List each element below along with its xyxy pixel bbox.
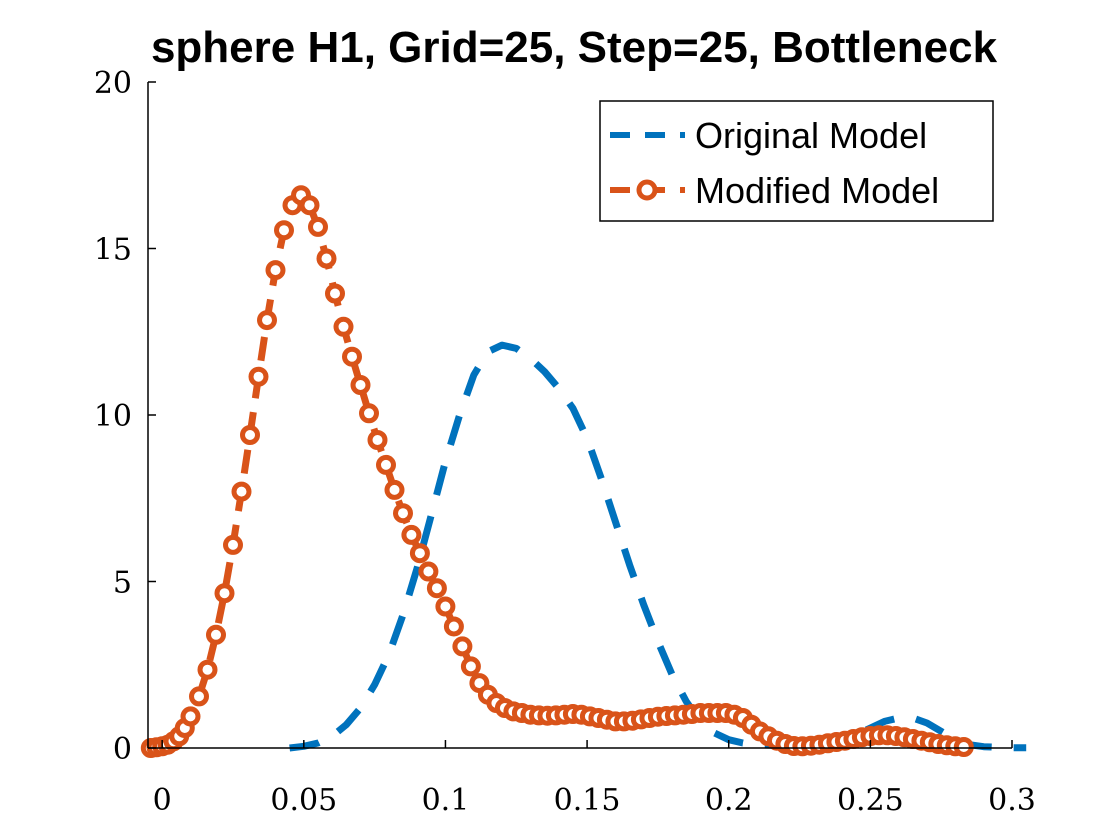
data-point-modified-model	[197, 659, 218, 680]
plot-area	[140, 185, 1027, 758]
data-point-modified-model	[435, 596, 456, 617]
data-point-modified-model	[240, 425, 260, 445]
x-tick-label: 0.2	[705, 783, 753, 818]
data-point-modified-model	[223, 534, 243, 555]
data-point-modified-model	[359, 403, 379, 424]
data-point-modified-model	[452, 636, 473, 657]
data-point-modified-model	[325, 283, 345, 304]
data-point-modified-model	[316, 248, 337, 269]
data-point-modified-model	[401, 524, 422, 545]
data-point-modified-model	[376, 454, 396, 475]
y-tick-label: 0	[113, 732, 132, 767]
data-point-modified-model	[299, 195, 320, 216]
x-tick-label: 0.15	[554, 783, 621, 818]
data-point-modified-model	[248, 366, 269, 387]
legend: Original Model Modified Model	[599, 100, 994, 222]
data-point-modified-model	[350, 375, 371, 395]
data-point-modified-model	[189, 686, 209, 707]
data-point-modified-model	[265, 260, 286, 281]
y-tick-label: 10	[94, 399, 132, 434]
data-point-modified-model	[953, 737, 974, 757]
data-point-modified-model	[206, 624, 226, 645]
data-point-modified-model	[257, 310, 277, 331]
data-point-modified-model	[384, 479, 405, 500]
data-point-modified-model	[393, 503, 413, 524]
data-point-modified-model	[180, 706, 201, 727]
legend-marker-modified-model	[636, 179, 658, 201]
x-tick-label: 0.3	[988, 783, 1036, 818]
legend-box	[599, 100, 994, 222]
data-point-modified-model	[274, 220, 294, 241]
legend-label-original-model: Original Model	[695, 115, 927, 156]
data-point-modified-model	[342, 346, 362, 367]
axes: 0 0.05 0.1 0.15 0.2 0.25 0.3 0 5 10 15 20	[94, 66, 1036, 818]
data-point-modified-model	[231, 481, 252, 502]
data-point-modified-model	[333, 316, 354, 337]
y-tick-label: 5	[113, 566, 132, 601]
y-tick-label: 15	[94, 233, 132, 268]
chart-title: sphere H1, Grid=25, Step=25, Bottleneck	[151, 23, 998, 72]
data-point-modified-model	[367, 430, 388, 450]
x-tick-label: 0.05	[270, 783, 337, 818]
data-point-modified-model	[214, 583, 235, 604]
data-point-modified-model	[443, 616, 464, 637]
data-point-modified-model	[409, 543, 430, 564]
legend-label-modified-model: Modified Model	[695, 170, 939, 211]
x-tick-label: 0	[153, 783, 172, 818]
y-tick-label: 20	[94, 66, 132, 101]
x-tick-label: 0.1	[422, 783, 470, 818]
data-point-modified-model	[426, 578, 447, 599]
x-tick-label: 0.25	[837, 783, 904, 818]
data-point-modified-model	[308, 216, 328, 237]
data-point-modified-model	[418, 561, 439, 582]
data-point-modified-model	[460, 656, 481, 677]
series-line-original-model	[289, 341, 1027, 752]
